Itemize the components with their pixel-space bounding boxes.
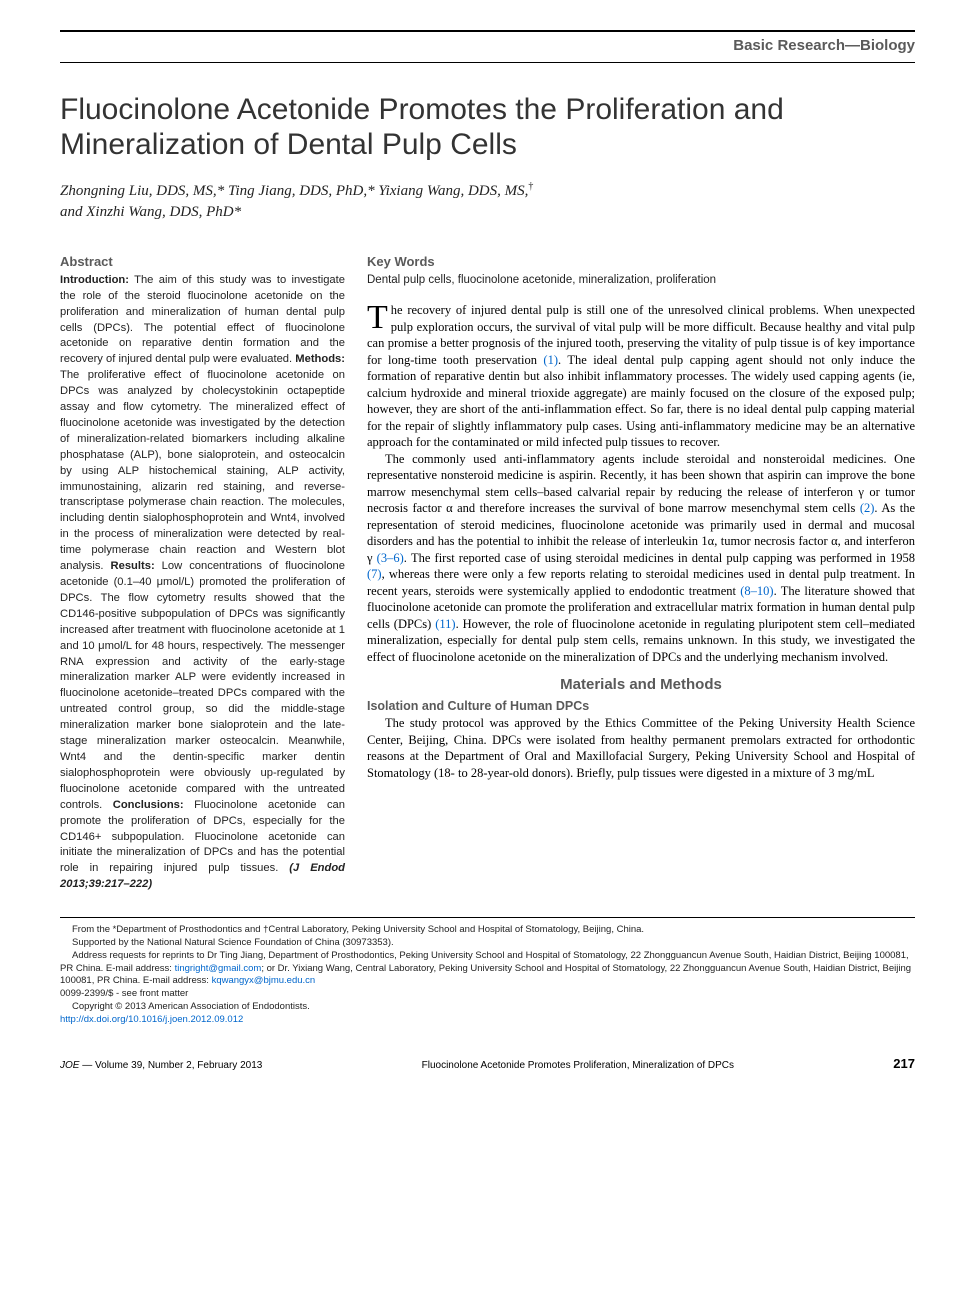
results-text: Low concentrations of fluocinolone aceto… bbox=[60, 560, 345, 811]
support-note: Supported by the National Natural Scienc… bbox=[60, 937, 915, 950]
intro-label: Introduction: bbox=[60, 274, 129, 286]
keywords-text: Dental pulp cells, fluocinolone acetonid… bbox=[367, 273, 915, 289]
intro-text: The aim of this study was to investigate… bbox=[60, 274, 345, 366]
isolation-subheading: Isolation and Culture of Human DPCs bbox=[367, 698, 915, 715]
email-link-1[interactable]: tingright@gmail.com bbox=[175, 963, 262, 974]
keywords-heading: Key Words bbox=[367, 253, 915, 271]
intro-para-1: The recovery of injured dental pulp is s… bbox=[367, 302, 915, 451]
methods-text: The proliferative effect of fluocinolone… bbox=[60, 369, 345, 572]
page-number: 217 bbox=[893, 1055, 915, 1073]
conclusions-label: Conclusions: bbox=[113, 799, 184, 811]
body-column: Key Words Dental pulp cells, fluocinolon… bbox=[367, 253, 915, 893]
footer-left: JOE — Volume 39, Number 2, February 2013 bbox=[60, 1059, 262, 1073]
abstract-heading: Abstract bbox=[60, 253, 345, 271]
author-line: Zhongning Liu, DDS, MS,* Ting Jiang, DDS… bbox=[60, 180, 915, 223]
results-label: Results: bbox=[111, 560, 155, 572]
intro-para-2: The commonly used anti-inflammatory agen… bbox=[367, 451, 915, 666]
intro-section: The recovery of injured dental pulp is s… bbox=[367, 302, 915, 665]
abstract-column: Abstract Introduction: The aim of this s… bbox=[60, 253, 345, 893]
doi-link[interactable]: http://dx.doi.org/10.1016/j.joen.2012.09… bbox=[60, 1014, 243, 1025]
top-rule bbox=[60, 30, 915, 32]
correspondence-note: Address requests for reprints to Dr Ting… bbox=[60, 950, 915, 988]
materials-body: The study protocol was approved by the E… bbox=[367, 715, 915, 781]
article-title: Fluocinolone Acetonide Promotes the Prol… bbox=[60, 93, 915, 162]
category-label: Basic Research—Biology bbox=[60, 36, 915, 63]
affiliation-note: From the *Department of Prosthodontics a… bbox=[60, 924, 915, 937]
abstract-body: Introduction: The aim of this study was … bbox=[60, 273, 345, 893]
two-column-content: Abstract Introduction: The aim of this s… bbox=[60, 253, 915, 893]
journal-abbrev: JOE bbox=[60, 1060, 79, 1071]
copyright-note: Copyright © 2013 American Association of… bbox=[60, 1001, 915, 1014]
materials-para: The study protocol was approved by the E… bbox=[367, 715, 915, 781]
email-link-2[interactable]: kqwangyx@bjmu.edu.cn bbox=[212, 975, 316, 986]
materials-heading: Materials and Methods bbox=[367, 675, 915, 695]
page-footer: JOE — Volume 39, Number 2, February 2013… bbox=[60, 1055, 915, 1073]
footnotes: From the *Department of Prosthodontics a… bbox=[60, 917, 915, 1027]
issn-note: 0099-2399/$ - see front matter bbox=[60, 988, 915, 1001]
methods-label: Methods: bbox=[295, 353, 345, 365]
issue-info: — Volume 39, Number 2, February 2013 bbox=[79, 1060, 262, 1071]
dropcap: T bbox=[367, 302, 391, 332]
authors-text: Zhongning Liu, DDS, MS,* Ting Jiang, DDS… bbox=[60, 183, 533, 220]
running-title: Fluocinolone Acetonide Promotes Prolifer… bbox=[422, 1059, 734, 1073]
